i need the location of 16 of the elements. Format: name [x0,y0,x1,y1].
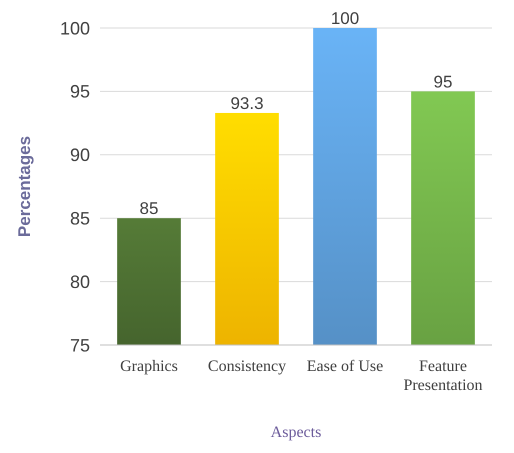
x-axis-title: Aspects [270,424,322,441]
data-label: 100 [330,9,360,28]
x-tick-label: Feature Presentation [403,358,483,394]
data-label: 85 [140,199,158,218]
y-tick-label: 80 [70,272,90,292]
x-tick-label: Consistency [208,358,286,375]
x-tick-label: Graphics [120,358,178,375]
y-tick-label: 95 [70,82,90,102]
x-tick-label: Ease of Use [306,358,384,375]
y-axis-title: Percentages [15,136,34,238]
y-tick-label: 90 [70,145,90,166]
data-label: 93.3 [230,94,264,113]
y-tick-label: 85 [70,208,90,228]
y-tick-label: 75 [70,335,90,356]
data-label: 95 [434,72,452,92]
y-tick-label: 100 [60,18,90,38]
